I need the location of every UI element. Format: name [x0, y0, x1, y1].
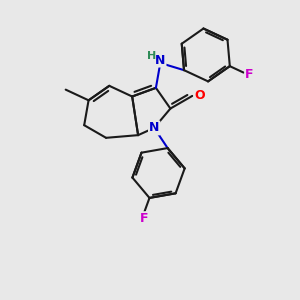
Text: F: F: [140, 212, 148, 225]
Text: O: O: [194, 89, 205, 102]
Text: H: H: [147, 50, 157, 61]
Text: F: F: [245, 68, 254, 81]
Text: N: N: [149, 122, 159, 134]
Text: N: N: [155, 53, 166, 67]
